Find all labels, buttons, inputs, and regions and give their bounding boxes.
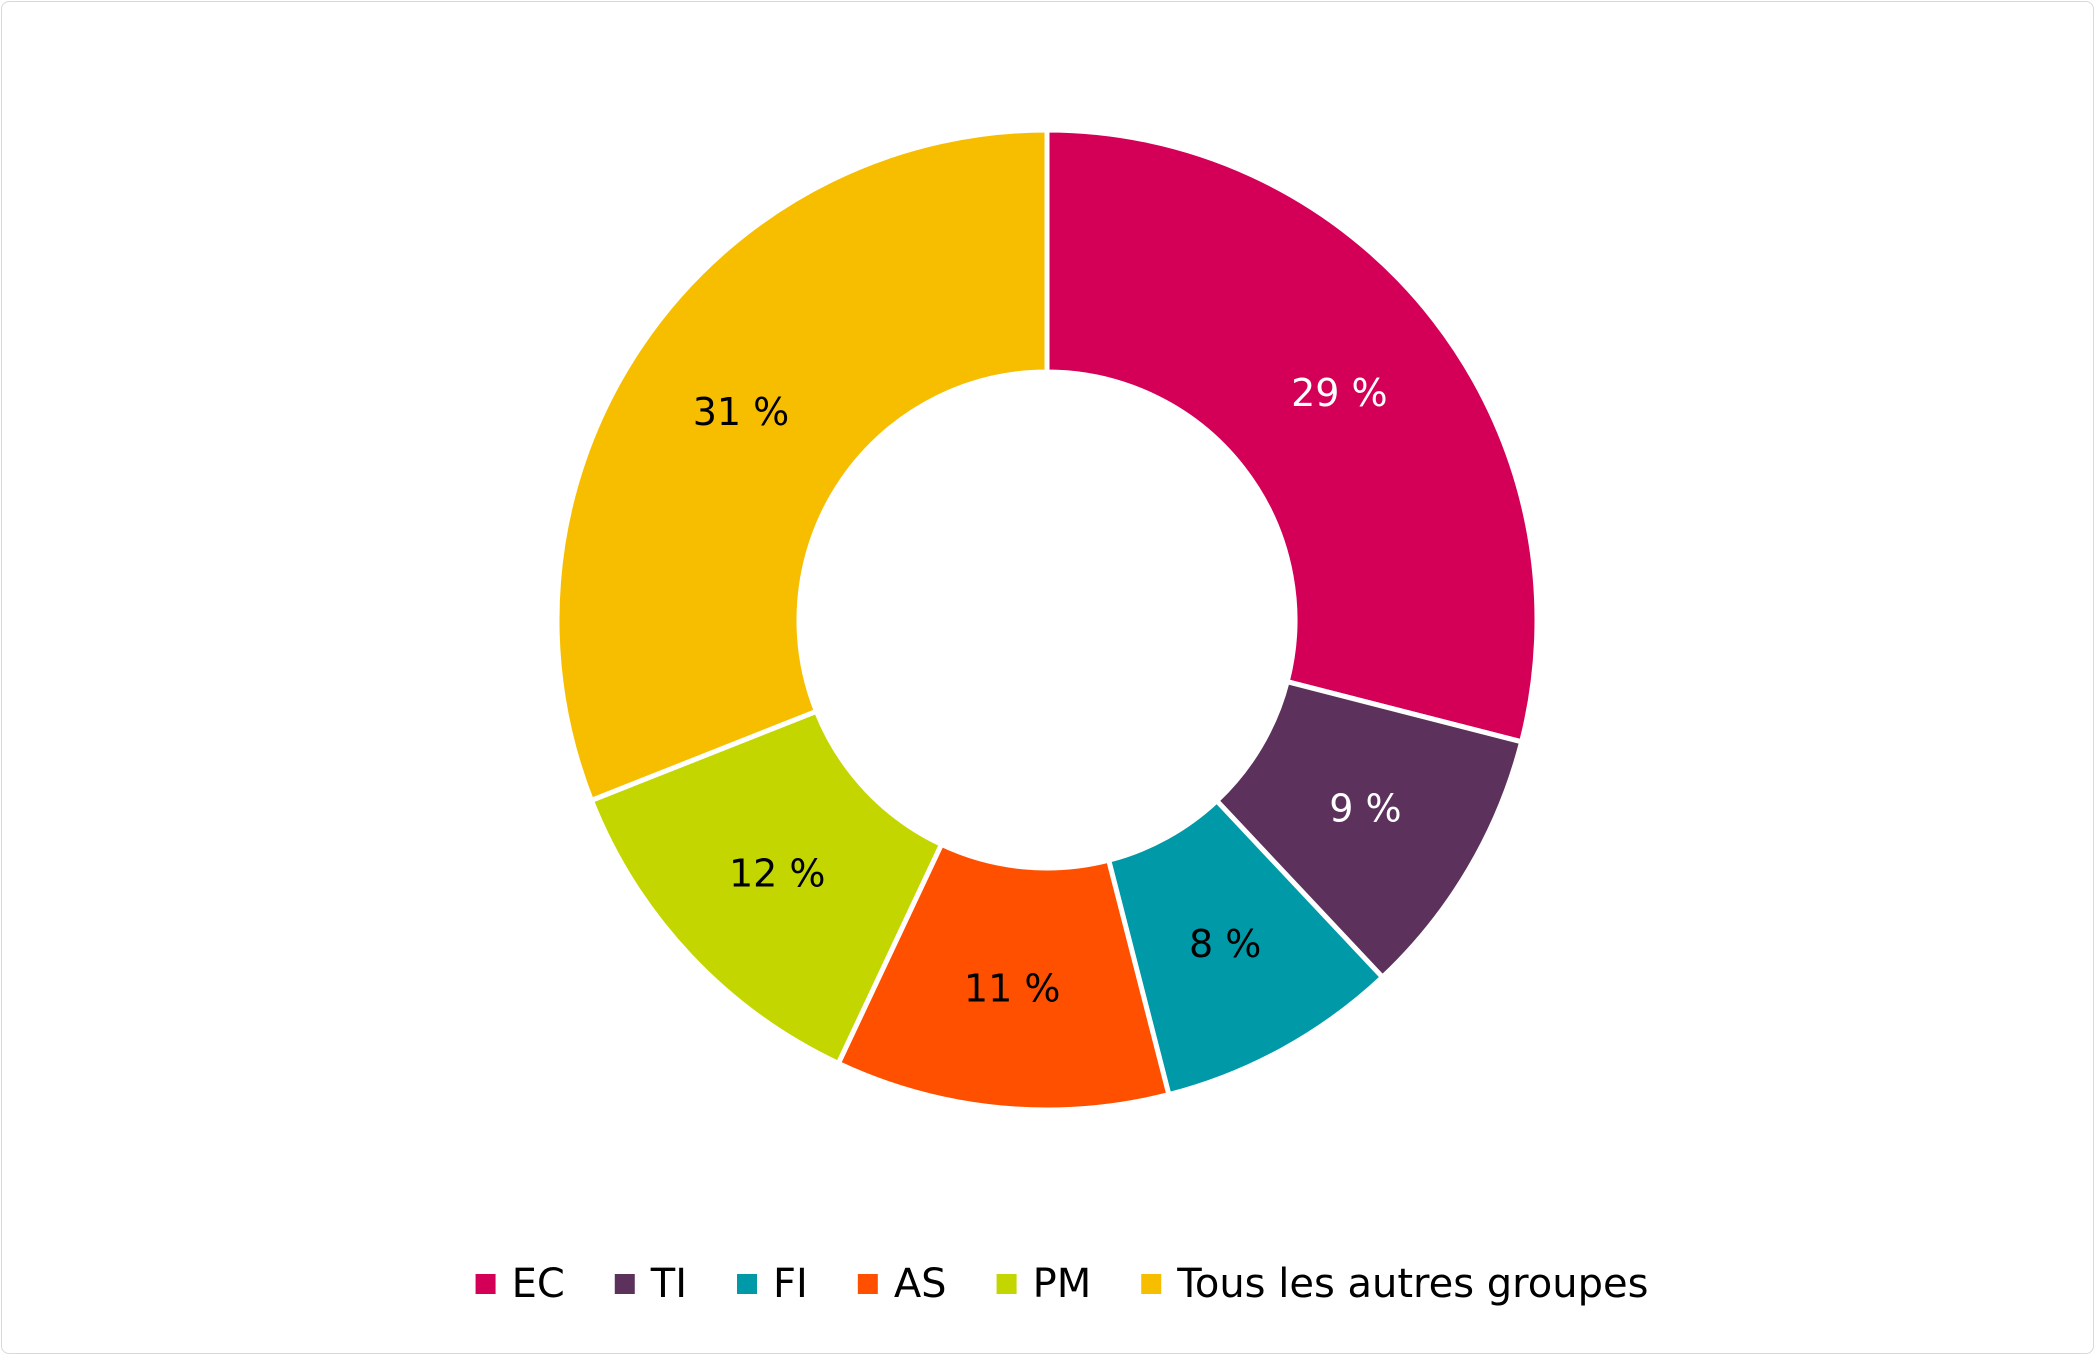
data-label-ti: 9 % (1329, 786, 1401, 830)
legend-swatch-fi (737, 1274, 758, 1294)
legend-swatch-ti (614, 1274, 635, 1294)
data-label-pm: 12 % (729, 851, 826, 895)
data-label-ec: 29 % (1291, 371, 1388, 415)
slice-ti (1213, 678, 1525, 981)
legend-swatch-pm (996, 1274, 1017, 1294)
legend-label-pm: PM (1033, 1261, 1092, 1307)
legend-label-as: AS (894, 1261, 947, 1307)
legend-swatch-tous-les-autres-groupes (1141, 1274, 1162, 1294)
legend-item-fi: FI (737, 1261, 808, 1307)
data-label-tous-les-autres-groupes: 31 % (693, 390, 790, 434)
data-label-as: 11 % (964, 966, 1061, 1010)
legend-swatch-as (857, 1274, 878, 1294)
legend-label-tous-les-autres-groupes: Tous les autres groupes (1176, 1261, 1648, 1307)
legend-label-ec: EC (512, 1261, 565, 1307)
legend-label-fi: FI (773, 1261, 808, 1307)
slice-ec (1044, 127, 1540, 745)
donut-slices (554, 127, 1540, 1113)
legend-label-ti: TI (650, 1261, 687, 1307)
slice-as (835, 841, 1172, 1113)
legend-item-as: AS (857, 1261, 947, 1307)
legend-item-pm: PM (996, 1261, 1092, 1307)
legend-item-ec: EC (475, 1261, 565, 1307)
legend-item-tous-les-autres-groupes: Tous les autres groupes (1141, 1261, 1648, 1307)
legend-swatch-ec (475, 1274, 496, 1294)
slice-tous-les-autres-groupes (554, 127, 1050, 804)
data-label-fi: 8 % (1189, 922, 1261, 966)
data-labels: 29 % 9 % 8 % 11 % 12 % 31 % (693, 371, 1402, 1010)
slice-pm (588, 708, 945, 1067)
legend: EC TI FI AS PM Tous les autres groupes (475, 1261, 1648, 1307)
legend-item-ti: TI (614, 1261, 687, 1307)
